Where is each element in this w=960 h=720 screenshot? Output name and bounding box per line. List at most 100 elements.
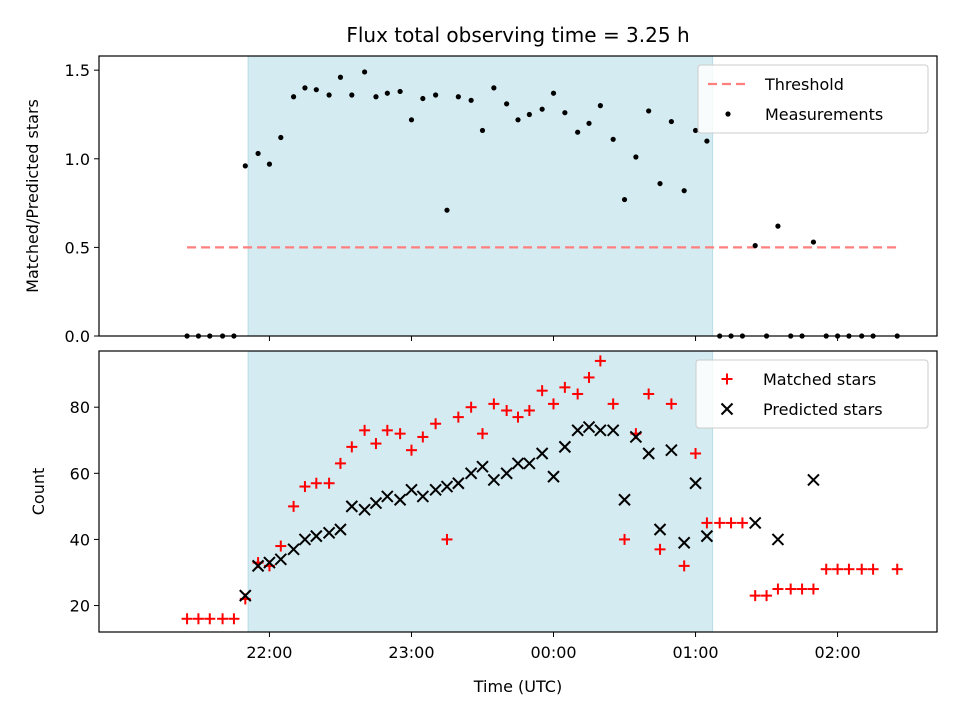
top-x-ticks [268,336,839,341]
matched-star-point [394,428,406,440]
x-tick-label: 02:00 [815,643,861,662]
predicted-star-point [748,516,762,530]
predicted-star-point [629,430,643,444]
legend-measurements-label: Measurements [765,105,883,124]
measurement-point [242,163,248,169]
bottom-y-tick-label: 20 [70,597,90,616]
top-axes-frame [98,55,938,337]
top-observing-window-shade [247,55,714,337]
matched-star-point [832,563,844,575]
matched-star-point [594,355,606,367]
matched-star-point [583,371,595,383]
matched-star-point [405,444,417,456]
matched-star-point [501,405,513,417]
bottom-observing-window-shade [247,350,714,633]
measurement-point [455,94,461,100]
predicted-star-point [345,500,359,513]
predicted-star-point [287,543,300,556]
measurement-point [646,108,652,114]
measurement-point [255,150,261,157]
measurement-point [504,101,510,107]
predicted-star-point [334,523,347,536]
matched-star-point [204,613,216,625]
matched-star-point [761,590,773,602]
measurement-point [752,243,758,249]
measurement-point [420,95,426,102]
matched-star-point [310,477,322,489]
matched-star-point [323,477,335,489]
measurement-point [278,134,284,141]
measurement-point [575,129,581,135]
matched-star-point [559,381,571,393]
x-axis-label: Time (UTC) [473,677,562,696]
predicted-star-point [405,483,418,497]
bottom-x-ticks: 22:00 23:00 00:00 01:00 02:00 [246,632,861,662]
predicted-star-point [665,443,678,457]
measurement-point [337,74,344,80]
predicted-star-point [500,467,513,480]
x-tick-label: 22:00 [246,643,292,662]
bottom-y-tick-label: 80 [70,398,90,417]
measurement-point [326,92,332,98]
matched-star-point [665,398,677,410]
matched-star-point [856,563,868,575]
bottom-panel: 20 40 60 80 22:00 23:00 00:00 01:00 02:00 Count… [29,350,938,696]
predicted-star-point [310,529,323,543]
measurement-point [479,127,486,134]
legend-matched-swatch [721,373,733,385]
measurement-point [775,223,781,229]
bottom-y-ticks: 20 40 60 80 [70,398,99,616]
matched-star-point [465,401,477,413]
predicted-star-point [263,556,276,569]
chart-title: Flux total observing time = 3.25 h [346,23,689,47]
matched-star-point [607,398,619,410]
predicted-star-point [677,536,691,549]
predicted-star-point [358,503,371,516]
matched-star-point [370,438,382,450]
measurement-point [515,117,521,123]
measurement-point [621,196,628,203]
top-y-axis-label: Matched/Predicted stars [23,99,42,293]
predicted-star-point [511,457,525,470]
matched-star-point [228,613,240,625]
top-panel: 0.0 0.5 1.0 1.5 Matched/Predicted stars Thr… [23,55,938,346]
bottom-legend-box [695,359,929,429]
matched-star-point [334,457,346,469]
matched-star-point [891,563,903,575]
top-y-tick-label: 0.5 [65,238,90,257]
matched-star-point [548,398,560,410]
count-points [181,355,903,625]
matched-star-point [288,500,300,512]
predicted-star-point [487,473,501,487]
matched-star-point [417,431,429,443]
matched-star-point [690,447,702,459]
top-legend-box [697,64,929,134]
measurement-point [810,239,817,245]
legend-threshold-label: Threshold [764,75,844,94]
top-y-tick-label: 1.0 [65,150,90,169]
predicted-star-point [416,490,430,503]
measurement-point [668,118,674,125]
matched-star-point [572,388,584,400]
matched-star-point [796,583,808,595]
measurement-point [397,88,403,95]
predicted-star-point [274,553,288,566]
matched-star-point [843,563,855,575]
matched-star-point [512,411,524,423]
predicted-star-point [251,559,265,573]
measurement-point [610,136,616,142]
measurement-point [290,94,297,100]
matched-star-point [275,540,287,552]
legend-measurements-swatch [725,111,731,117]
matched-star-point [488,398,500,410]
measurement-point [597,103,603,109]
bottom-y-tick-label: 40 [70,530,90,549]
predicted-star-point [700,529,714,543]
measurement-point [526,111,532,118]
matched-star-point [536,385,548,397]
matched-star-point [381,424,393,436]
measurement-point [550,90,557,96]
predicted-star-point [322,526,336,540]
measurement-point [704,138,710,144]
measurement-point [408,117,415,123]
